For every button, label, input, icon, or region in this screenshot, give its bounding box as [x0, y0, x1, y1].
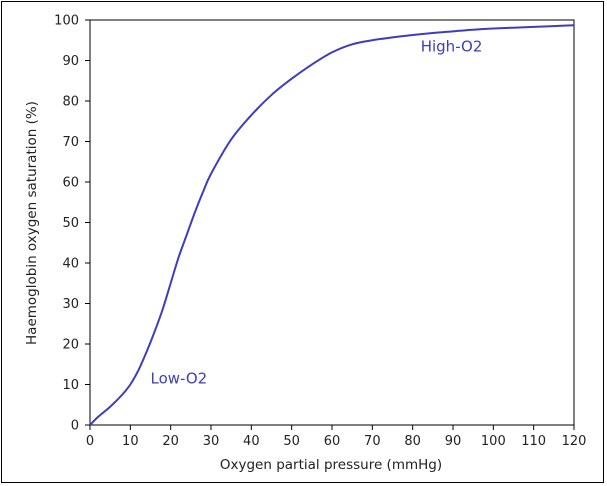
x-tick-label: 50: [283, 434, 300, 449]
x-tick-label: 90: [445, 434, 462, 449]
curve-annotation: High-O2: [421, 37, 483, 55]
y-tick-label: 70: [62, 135, 79, 150]
y-tick-label: 80: [62, 95, 79, 110]
y-tick-label: 10: [62, 378, 79, 393]
x-tick-label: 110: [521, 434, 546, 449]
x-tick-label: 10: [122, 434, 139, 449]
x-tick-label: 120: [562, 434, 587, 449]
y-tick-labels: 0 10 20 30 40 50 60 70 80 90 100: [54, 14, 79, 434]
x-tick-label: 0: [86, 434, 94, 449]
y-tick-label: 60: [62, 176, 79, 191]
plot-area-border: [89, 19, 575, 426]
y-tick-label: 0: [71, 419, 79, 434]
series-group: [89, 24, 575, 426]
x-tick-labels: 0 10 20 30 40 50 60 70 80 90 100 110 120: [86, 434, 587, 449]
y-tick-label: 40: [62, 257, 79, 272]
y-tick-label: 90: [62, 54, 79, 69]
y-tick-label: 30: [62, 297, 79, 312]
x-tick-label: 40: [243, 434, 260, 449]
x-tick-label: 30: [203, 434, 220, 449]
curve-annotation: Low-O2: [151, 370, 208, 388]
x-tick-label: 100: [481, 434, 506, 449]
axes: [85, 19, 575, 430]
x-axis-title: Oxygen partial pressure (mmHg): [220, 457, 442, 473]
y-tick-label: 50: [62, 216, 79, 231]
x-tick-label: 20: [162, 434, 179, 449]
y-tick-label: 100: [54, 14, 79, 29]
x-tick-label: 60: [324, 434, 341, 449]
y-tick-label: 20: [62, 338, 79, 353]
annotations: Low-O2 High-O2: [151, 37, 483, 387]
y-axis-title: Haemoglobin oxygen saturation (%): [24, 101, 40, 345]
saturation-curve: [89, 24, 575, 426]
x-tick-label: 70: [364, 434, 381, 449]
x-tick-label: 80: [404, 434, 421, 449]
